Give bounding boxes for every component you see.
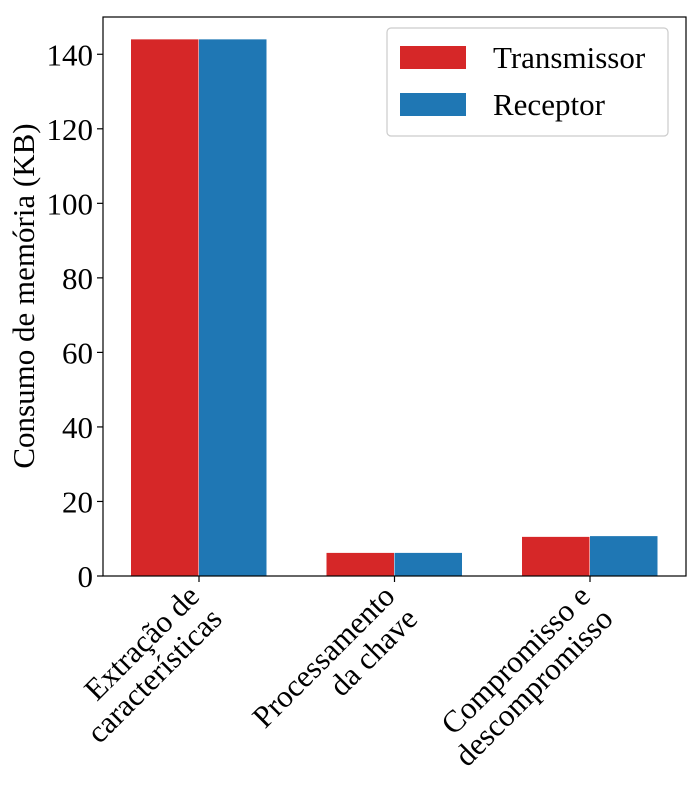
x-category-label: Compromisso edescompromisso [425, 578, 620, 773]
y-axis-title: Consumo de memória (KB) [6, 123, 41, 468]
x-category-label: Processamentoda chave [245, 578, 424, 757]
legend: Transmissor Receptor [386, 27, 669, 137]
bar-transmissor-0 [131, 39, 199, 577]
x-category-label: Extração decaracterísticas [57, 578, 229, 750]
legend-label-transmissor: Transmissor [493, 40, 646, 75]
y-tick-label: 40 [62, 410, 93, 445]
y-tick-label: 100 [47, 186, 94, 221]
bars-group [131, 39, 658, 577]
plot-frame [102, 16, 687, 577]
legend-swatch-transmissor [400, 46, 466, 69]
y-tick-label: 140 [47, 37, 94, 72]
bar-transmissor-1 [326, 552, 394, 576]
y-tick-label: 20 [62, 484, 93, 519]
bar-transmissor-2 [522, 536, 590, 576]
bar-receptor-0 [199, 39, 267, 577]
y-tick-label: 0 [78, 559, 94, 594]
y-tick-label: 120 [47, 112, 94, 147]
x-axis: Extração decaracterísticas Processamentod… [57, 576, 620, 773]
y-tick-label: 60 [62, 335, 93, 370]
y-axis: 0 20 40 60 80 100 120 140 [47, 37, 103, 594]
legend-swatch-receptor [400, 93, 466, 116]
legend-label-receptor: Receptor [493, 87, 606, 122]
bar-receptor-1 [394, 552, 462, 576]
bar-receptor-2 [590, 536, 658, 576]
y-tick-label: 80 [62, 261, 93, 296]
